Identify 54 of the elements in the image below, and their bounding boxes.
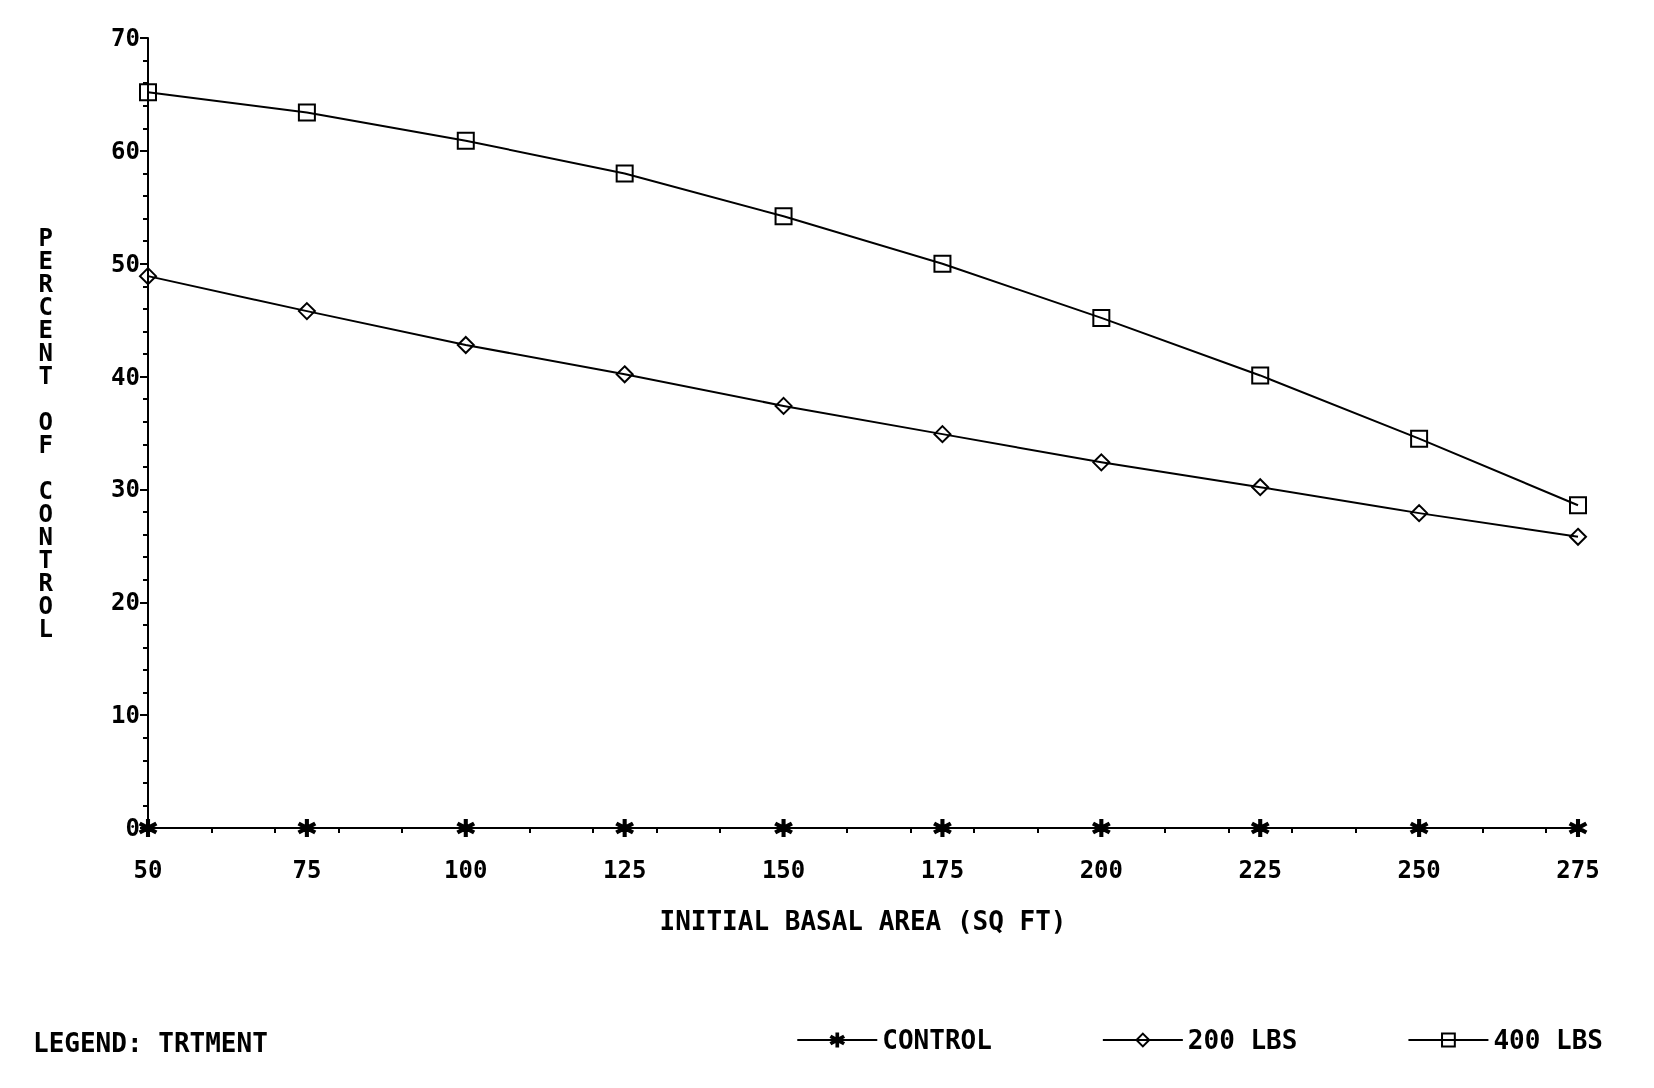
x-tick-label: 200 xyxy=(1079,856,1124,884)
point xyxy=(1251,819,1270,837)
point xyxy=(1092,453,1111,472)
point xyxy=(297,819,316,837)
point xyxy=(297,103,316,122)
x-tick-label: 125 xyxy=(602,856,647,884)
point xyxy=(139,267,157,286)
legend-title: LEGEND: TRTMENT xyxy=(33,1028,268,1058)
x-tick-label: 75 xyxy=(292,856,322,884)
x-tick-label: 50 xyxy=(133,856,163,884)
point xyxy=(1410,429,1429,448)
point xyxy=(1092,308,1111,327)
y-tick-label: 70 xyxy=(111,24,140,52)
point xyxy=(774,207,793,226)
point xyxy=(456,335,475,354)
point xyxy=(1569,819,1587,837)
x-tick-label: 100 xyxy=(444,856,488,884)
point xyxy=(1410,504,1429,523)
point xyxy=(297,302,316,321)
point xyxy=(1569,496,1587,515)
point xyxy=(615,365,634,384)
point xyxy=(456,819,475,837)
legend-label: 400 LBS xyxy=(1493,1025,1603,1055)
legend-label: 200 LBS xyxy=(1187,1025,1298,1055)
y-tick-label: 40 xyxy=(111,362,140,391)
y-tick-label: 60 xyxy=(111,136,140,165)
point xyxy=(1092,819,1111,837)
point xyxy=(1410,819,1429,837)
point xyxy=(933,425,952,444)
point xyxy=(774,396,793,415)
text: PERCENT OF CONTROL xyxy=(38,223,53,643)
point xyxy=(456,131,475,150)
point xyxy=(1569,527,1587,546)
y-tick-label: 30 xyxy=(111,475,140,504)
x-tick-label: 225 xyxy=(1238,856,1282,884)
x-axis-title: INITIAL BASAL AREA (SQ FT) xyxy=(659,906,1067,936)
point xyxy=(1251,478,1270,497)
x-tick-label: 175 xyxy=(920,856,965,884)
point xyxy=(1251,366,1270,385)
y-tick-label: 0 xyxy=(125,814,140,842)
point xyxy=(139,819,157,837)
legend-label: CONTROL xyxy=(882,1025,992,1055)
y-tick-label: 20 xyxy=(111,588,140,617)
x-tick-label: 275 xyxy=(1556,856,1600,884)
point xyxy=(615,164,634,183)
point xyxy=(933,819,952,837)
point xyxy=(774,819,793,837)
point xyxy=(933,254,952,273)
point xyxy=(615,819,634,837)
y-tick-label: 10 xyxy=(111,701,140,730)
y-tick-label: 50 xyxy=(111,249,140,278)
point xyxy=(139,83,157,102)
x-tick-label: 250 xyxy=(1397,856,1441,884)
x-tick-label: 150 xyxy=(761,856,806,884)
